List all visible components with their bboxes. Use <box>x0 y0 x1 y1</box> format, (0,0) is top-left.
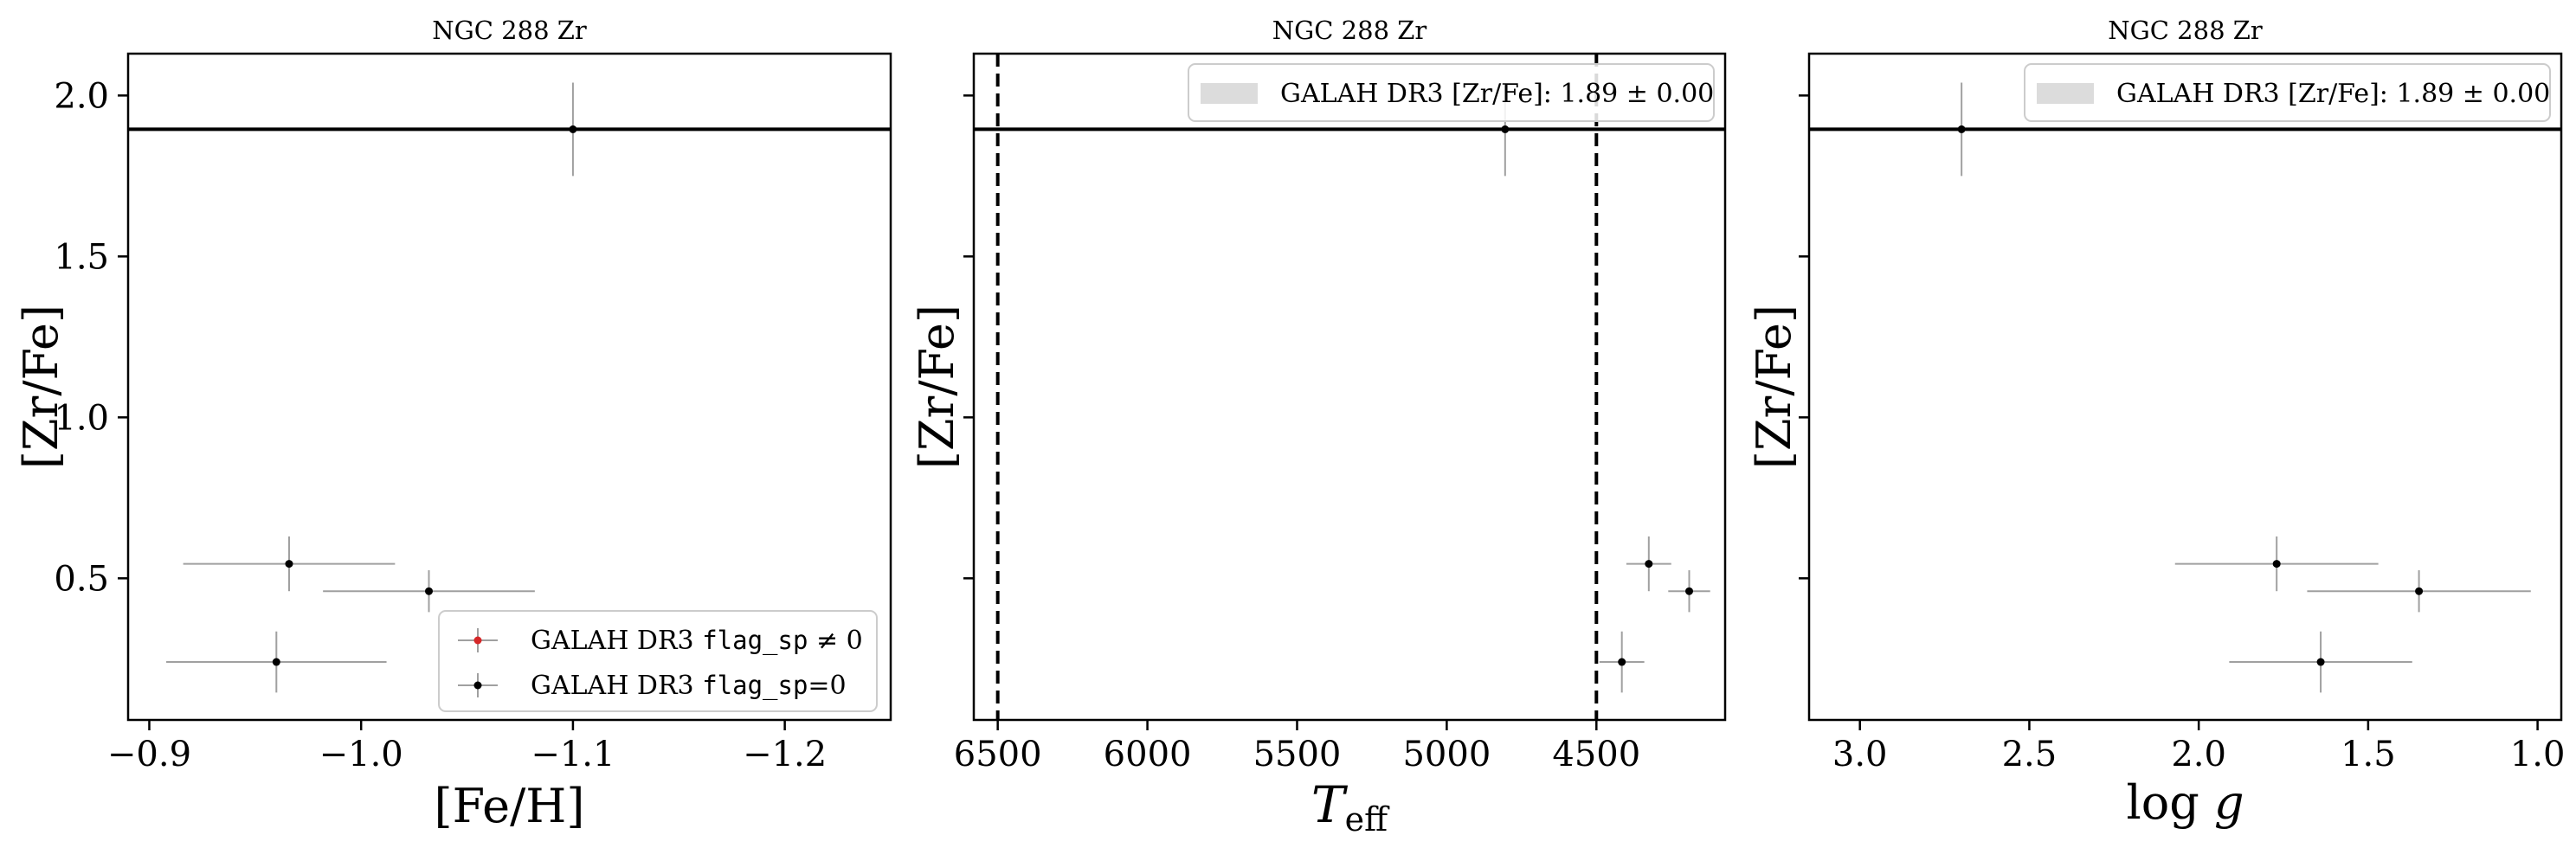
y-tick-label: 1.0 <box>54 398 109 438</box>
data-point <box>2307 570 2531 613</box>
panel-title: NGC 288 Zr <box>1272 16 1427 45</box>
point-marker <box>272 658 280 666</box>
y-axis-label: [Zr/Fe] <box>910 305 964 469</box>
data-point <box>1668 570 1710 613</box>
axes-frame <box>1807 52 2563 722</box>
panel-title: NGC 288 Zr <box>2108 16 2263 45</box>
x-tick-label: 5500 <box>1253 735 1342 774</box>
x-tick-label: 2.0 <box>2171 735 2226 774</box>
legend-entry-label: GALAH DR3 [Zr/Fe]: 1.89 ± 0.00 <box>2116 79 2550 109</box>
x-axis-label: log g <box>2126 775 2244 830</box>
y-axis-label: [Zr/Fe] <box>14 305 68 469</box>
legend-box <box>1188 63 1715 122</box>
legend-marker <box>473 636 482 645</box>
point-marker <box>2272 560 2281 569</box>
x-tick-label: 5000 <box>1402 735 1491 774</box>
point-marker <box>425 587 434 595</box>
x-tick-label: −1.2 <box>743 735 827 774</box>
data-point <box>2229 631 2412 693</box>
data-point <box>166 631 387 693</box>
panel-1: NGC 288 Zr −0.9 −1.0 −1.1 −1.2 0.5 1.0 1.5 2.0 [Z… <box>14 16 892 833</box>
point-marker <box>1685 587 1694 595</box>
x-tick-label: 4500 <box>1552 735 1640 774</box>
y-tick-label: 0.5 <box>54 559 109 599</box>
legend: GALAH DR3 [Zr/Fe]: 1.89 ± 0.00 <box>2024 63 2551 122</box>
x-axis-label: Teff <box>1311 775 1390 838</box>
point-marker <box>569 125 577 133</box>
panel-2: NGC 288 Zr 6500 6000 5500 5000 4500 [Zr/Fe] Tef… <box>910 16 1727 838</box>
legend: GALAH DR3 flag_sp ≠ 0 GALAH DR3 flag_sp=0 <box>438 610 878 712</box>
axes-frame <box>972 52 1727 722</box>
data-point <box>2174 536 2379 592</box>
x-tick-label: −0.9 <box>107 735 191 774</box>
legend: GALAH DR3 [Zr/Fe]: 1.89 ± 0.00 <box>1188 63 1715 122</box>
x-tick-label: 2.5 <box>2002 735 2058 774</box>
x-tick-label: 1.0 <box>2510 735 2566 774</box>
data-point <box>323 570 535 613</box>
x-tick-label: 3.0 <box>1832 735 1888 774</box>
point-marker <box>1618 658 1626 666</box>
legend-band-swatch <box>2037 83 2094 104</box>
legend-entry-label: GALAH DR3 flag_sp=0 <box>531 671 847 701</box>
x-tick-label: −1.0 <box>319 735 403 774</box>
point-marker <box>1645 560 1653 569</box>
y-tick-label: 1.5 <box>54 237 109 277</box>
x-tick-label: 6000 <box>1104 735 1192 774</box>
panel-title: NGC 288 Zr <box>432 16 587 45</box>
data-point <box>1957 82 1966 177</box>
x-tick-label: 6500 <box>954 735 1042 774</box>
data-point <box>569 82 577 177</box>
point-marker <box>285 560 293 569</box>
data-point <box>1599 631 1645 693</box>
point-marker <box>2316 658 2325 666</box>
point-marker <box>2415 587 2424 595</box>
legend-box <box>438 610 878 712</box>
data-point <box>183 536 396 592</box>
legend-band-swatch <box>1201 83 1258 104</box>
legend-marker <box>473 681 482 690</box>
axes-frame <box>126 52 892 722</box>
y-axis-label: [Zr/Fe] <box>1747 305 1801 469</box>
x-axis-label: [Fe/H] <box>435 779 585 833</box>
x-tick-label: 1.5 <box>2341 735 2396 774</box>
point-marker <box>1501 125 1510 133</box>
point-marker <box>1957 125 1966 133</box>
legend-entry-label: GALAH DR3 [Zr/Fe]: 1.89 ± 0.00 <box>1280 79 1714 109</box>
legend-box <box>2024 63 2551 122</box>
panel-3: NGC 288 Zr 3.0 2.5 2.0 1.5 1.0 [Zr/Fe] log g GAL… <box>1747 16 2565 830</box>
data-point <box>1626 536 1671 592</box>
y-tick-label: 2.0 <box>54 76 109 116</box>
x-tick-label: −1.1 <box>531 735 615 774</box>
legend-entry-label: GALAH DR3 flag_sp ≠ 0 <box>531 626 863 656</box>
